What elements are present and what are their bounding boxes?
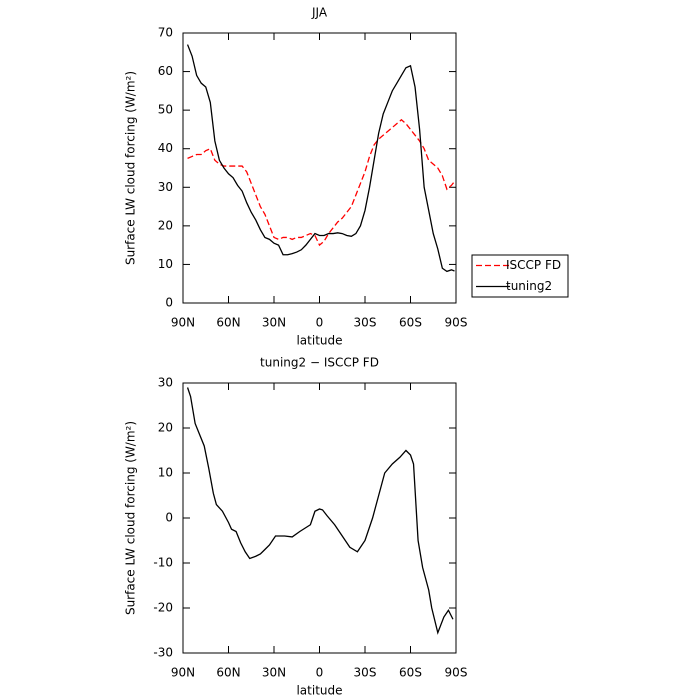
x-tick-label: 90N	[171, 666, 195, 680]
y-tick-label: 30	[158, 180, 173, 194]
y-tick-label: 10	[158, 466, 173, 480]
y-axis-label: Surface LW cloud forcing (W/m²)	[124, 421, 138, 615]
y-tick-label: 50	[158, 103, 173, 117]
x-tick-label: 30N	[262, 666, 286, 680]
y-tick-label: 10	[158, 257, 173, 271]
y-tick-label: 40	[158, 141, 173, 155]
data-line	[186, 44, 455, 273]
legend-box	[471, 254, 569, 298]
data-line	[186, 387, 454, 635]
x-tick-label: 60N	[216, 316, 240, 330]
x-tick-label: 60N	[216, 666, 240, 680]
y-tick-label: 20	[158, 218, 173, 232]
x-axis-label: latitude	[296, 684, 342, 698]
legend-label: tuning2	[506, 279, 552, 293]
x-tick-label: 90S	[445, 316, 468, 330]
y-tick-label: 20	[158, 421, 173, 435]
y-tick-label: 30	[158, 376, 173, 390]
chart-title: tuning2 − ISCCP FD	[260, 356, 379, 370]
y-tick-label: 70	[158, 26, 173, 40]
x-axis-label: latitude	[296, 334, 342, 348]
plot-frame	[182, 382, 457, 654]
x-tick-label: 0	[316, 316, 324, 330]
y-axis-label: Surface LW cloud forcing (W/m²)	[124, 71, 138, 265]
x-tick-label: 90S	[445, 666, 468, 680]
legend-label: ISCCP FD	[506, 258, 561, 272]
x-tick-label: 30S	[354, 666, 377, 680]
x-tick-label: 60S	[399, 666, 422, 680]
x-tick-label: 90N	[171, 316, 195, 330]
y-tick-label: 0	[165, 296, 173, 310]
y-tick-label: -10	[153, 556, 173, 570]
x-tick-label: 30N	[262, 316, 286, 330]
y-tick-label: -30	[153, 646, 173, 660]
x-tick-label: 0	[316, 666, 324, 680]
y-tick-label: -20	[153, 601, 173, 615]
plot-frame	[182, 32, 457, 304]
data-line	[187, 118, 455, 247]
x-tick-label: 60S	[399, 316, 422, 330]
y-tick-label: 0	[165, 511, 173, 525]
chart-title: JJA	[311, 6, 328, 20]
x-tick-label: 30S	[354, 316, 377, 330]
y-tick-label: 60	[158, 64, 173, 78]
